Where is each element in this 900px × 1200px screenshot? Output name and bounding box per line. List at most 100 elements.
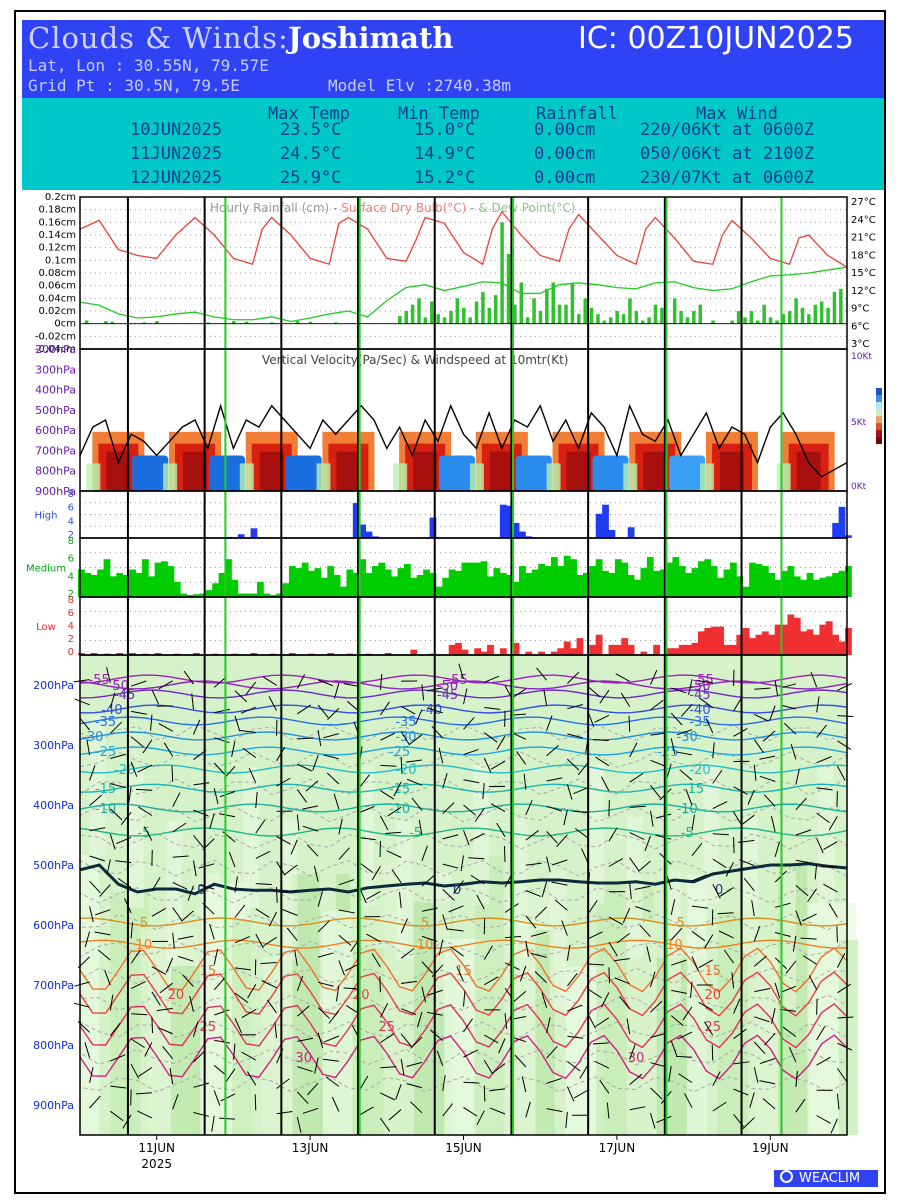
wind-barb [463,1049,479,1058]
pressure-tick-label: 600hPa [33,919,74,932]
wind-barb [574,828,589,839]
wind-barb [380,790,395,800]
wind-barb [823,841,838,850]
cloud-tick-label: 6 [68,608,74,619]
cloud-bar [685,644,692,655]
wind-barb [296,789,307,803]
pressure-tick-label: 300hPa [33,739,74,752]
wind-barb [525,890,541,897]
wind-barb [333,793,340,810]
wind-barb [379,673,383,690]
rainfall-bar [749,311,754,324]
cloud-bar [474,648,482,655]
wind-barb [137,764,153,773]
cloud-bar [327,566,335,597]
cloud-bar [193,652,200,655]
isotherm-label: -30 [677,730,698,745]
wind-barb [157,1027,173,1035]
isotherm [79,680,848,690]
wind-barb [338,818,343,835]
wind-barb [677,1031,693,1040]
wind-barb [671,687,687,694]
pressure-tick-label: 900hPa [33,1099,74,1112]
row-max-wind: 050/06Kt at 2100Z [640,144,814,164]
wind-barb [749,1092,755,1108]
cloud-bar [397,568,405,597]
wind-barb [442,863,459,869]
cloud-bar [116,572,124,597]
cloud-bar [806,629,814,655]
rainfall-bar [685,317,690,324]
wind-barb [193,834,204,849]
isotherm-label: -25 [389,745,410,760]
rainfall-tick-label: 0.08cm [38,268,76,279]
wind-barb [421,845,428,861]
rainfall-bar [430,301,434,324]
chart-title: Clouds & Winds: [28,21,289,55]
wind-barb [751,900,755,917]
wind-barb [214,1039,231,1044]
vv-negative-region [285,455,322,491]
wind-barb [110,1054,126,1062]
wind-barb [770,816,776,832]
cloud-bar [666,562,673,597]
wind-barb [268,911,277,927]
rainfall-bar [487,307,492,324]
rainfall-bar [602,320,607,324]
isotherm-label: 5 [140,916,148,931]
wind-barb [795,859,812,864]
isotherm-label: -5 [409,826,422,841]
cloud-bar [519,531,526,538]
cloud-bar [499,648,507,655]
rainfall-bar [577,314,581,324]
cloud-bar [365,531,373,538]
wind-barb [379,1117,391,1132]
rainfall-bar [462,307,466,324]
wind-barb [743,878,755,892]
wind-barb [754,713,769,722]
wind-barb [759,775,776,782]
wind-barb [670,738,676,755]
rainfall-bar [564,304,568,324]
cloud-bar [627,575,635,597]
wind-barb [371,953,381,968]
wind-barb [800,937,817,940]
wind-barb [242,747,257,759]
wind-barb [622,907,631,924]
cloud-bar [288,652,296,655]
cloud-bar [372,566,379,597]
cloud-bar [365,572,373,597]
wind-barb [546,1017,551,1034]
dew-point-line [79,266,848,323]
wind-barb [691,930,706,942]
wind-barb [187,885,194,901]
wind-barb [213,1090,221,1106]
wind-barb [490,803,506,813]
isotherm-label: 30 [628,1051,645,1066]
wind-barb [73,1002,90,1008]
wind-barb [531,931,547,937]
wind-barb [587,686,601,698]
wind-barb [816,838,824,854]
wind-barb [782,1026,797,1038]
wind-barb [468,857,485,860]
rainfall-bar [104,321,108,324]
wind-barb [276,886,278,903]
wind-barb [613,958,630,962]
cloud-bar [557,648,565,655]
cloud-bar [691,642,699,655]
cloud-bar [327,652,335,655]
wind-barb [698,959,714,969]
wind-barb [566,944,571,961]
wind-barb [436,1050,444,1066]
wind-barb [619,996,631,1010]
wind-barb [670,1040,678,1056]
wind-barb [519,965,527,982]
vv-positive-core [183,451,208,491]
cloud-bar [627,527,635,538]
isotherm-label: -35 [395,715,416,730]
wind-barb [106,667,111,684]
wind-barb [810,671,818,688]
wind-barb [366,890,381,900]
row-min-temp: 15.2°C [414,168,476,188]
